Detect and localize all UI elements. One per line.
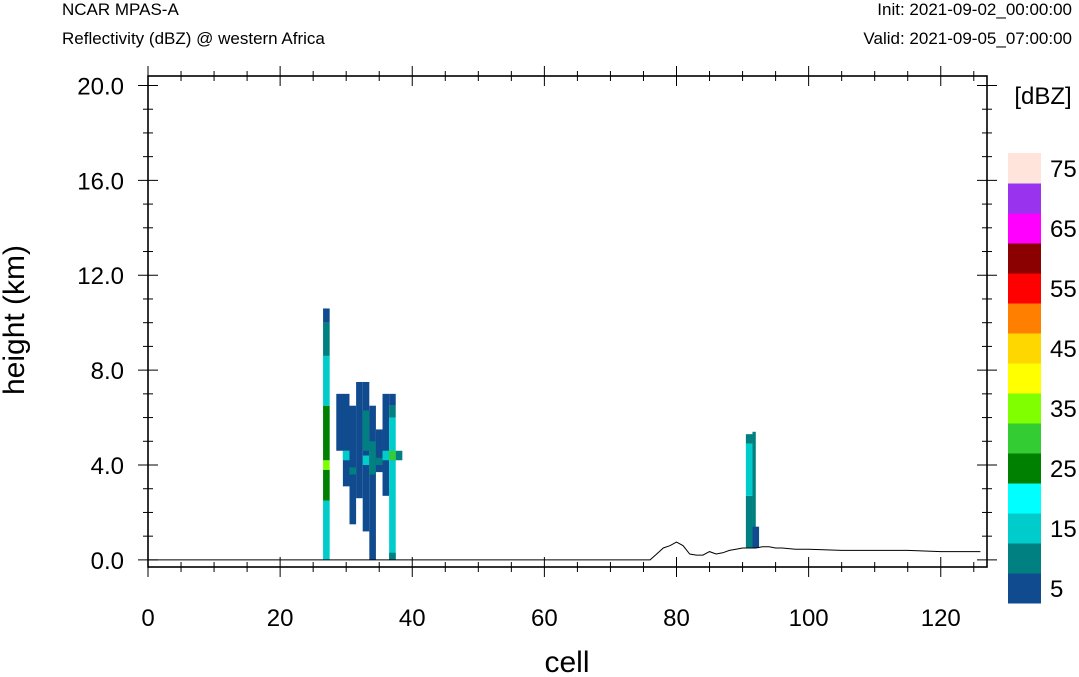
x-tick-label: 20 [267, 605, 294, 632]
reflectivity-cell [342, 450, 350, 487]
x-axis-label: cell [544, 646, 589, 677]
reflectivity-cell [369, 441, 376, 475]
x-tick-label: 100 [789, 605, 829, 632]
colorbar-tick-label: 25 [1050, 456, 1077, 483]
x-tick-label: 80 [663, 605, 690, 632]
reflectivity-cell [745, 495, 753, 549]
colorbar-swatch [1008, 423, 1041, 454]
colorbar-swatch [1008, 513, 1041, 544]
reflectivity-cell [382, 450, 390, 461]
colorbar-swatch [1008, 243, 1041, 274]
colorbar-swatch [1008, 213, 1041, 244]
x-tick-label: 60 [531, 605, 558, 632]
colorbar-unit-label: [dBZ] [1014, 83, 1071, 110]
colorbar-labels: 5 15 25 35 45 55 65 75 [1050, 156, 1077, 603]
reflectivity-cell [752, 526, 760, 549]
colorbar-swatch [1008, 273, 1041, 304]
reflectivity-cell [342, 450, 350, 461]
x-tick-label: 0 [141, 605, 154, 632]
reflectivity-cell [323, 460, 330, 470]
colorbar-swatch [1008, 393, 1041, 424]
colorbar-swatch [1008, 333, 1041, 364]
reflectivity-cell [389, 405, 396, 418]
reflectivity-cell [362, 455, 370, 466]
colorbar-tick-label: 75 [1050, 156, 1077, 183]
reflectivity-cell [752, 431, 756, 549]
model-title: NCAR MPAS-A [62, 0, 179, 19]
reflectivity-cell [389, 417, 396, 560]
reflectivity-cells [323, 308, 760, 560]
reflectivity-cell [323, 500, 330, 560]
colorbar-swatch [1008, 303, 1041, 334]
reflectivity-cell [323, 322, 330, 356]
reflectivity-cell [389, 393, 396, 406]
reflectivity-cell [349, 467, 357, 475]
plot-frame [147, 75, 988, 568]
y-tick-label: 16.0 [77, 168, 124, 195]
x-tick-label: 40 [399, 605, 426, 632]
x-axis-tick-labels: 0 20 40 60 80 100 120 [141, 605, 960, 632]
colorbar-swatch [1008, 543, 1041, 574]
y-tick-label: 20.0 [77, 73, 124, 100]
reflectivity-cell [336, 393, 350, 451]
reflectivity-cell [389, 552, 396, 560]
colorbar-swatch [1008, 453, 1041, 484]
y-axis-label: height (km) [0, 245, 31, 395]
colorbar-tick-label: 65 [1050, 216, 1077, 243]
y-tick-label: 4.0 [91, 453, 124, 480]
reflectivity-cell [349, 405, 357, 525]
reflectivity-cell [323, 308, 330, 323]
colorbar-swatch [1008, 363, 1041, 394]
colorbar-tick-label: 45 [1050, 336, 1077, 363]
colorbar-tick-label: 15 [1050, 516, 1077, 543]
colorbar-swatch [1008, 483, 1041, 514]
reflectivity-cell [745, 443, 753, 496]
colorbar [1008, 153, 1041, 604]
y-tick-label: 12.0 [77, 263, 124, 290]
valid-time: Valid: 2021-09-05_07:00:00 [863, 29, 1072, 48]
reflectivity-cell [369, 405, 376, 560]
x-tick-label: 120 [921, 605, 961, 632]
y-tick-label: 0.0 [91, 548, 124, 575]
reflectivity-cell [356, 381, 363, 499]
reflectivity-cell [375, 457, 383, 466]
colorbar-swatch [1008, 153, 1041, 184]
reflectivity-cell [323, 405, 330, 461]
y-tick-label: 8.0 [91, 358, 124, 385]
colorbar-swatch [1008, 183, 1041, 214]
reflectivity-cell [395, 450, 403, 461]
colorbar-tick-label: 35 [1050, 396, 1077, 423]
field-title: Reflectivity (dBZ) @ western Africa [62, 29, 325, 48]
colorbar-tick-label: 55 [1050, 276, 1077, 303]
y-axis-tick-labels: 0.0 4.0 8.0 12.0 16.0 20.0 [77, 73, 124, 574]
terrain-line [148, 541, 981, 561]
reflectivity-cell [382, 393, 390, 496]
reflectivity-cell [323, 469, 330, 501]
reflectivity-cell [375, 429, 383, 473]
axis-ticks [138, 66, 997, 577]
reflectivity-cell [745, 434, 753, 444]
colorbar-tick-label: 5 [1050, 576, 1063, 603]
colorbar-swatch [1008, 573, 1041, 604]
reflectivity-cell [389, 450, 396, 461]
init-time: Init: 2021-09-02_00:00:00 [877, 0, 1072, 19]
reflectivity-cell [362, 410, 370, 451]
reflectivity-cell [323, 355, 330, 406]
